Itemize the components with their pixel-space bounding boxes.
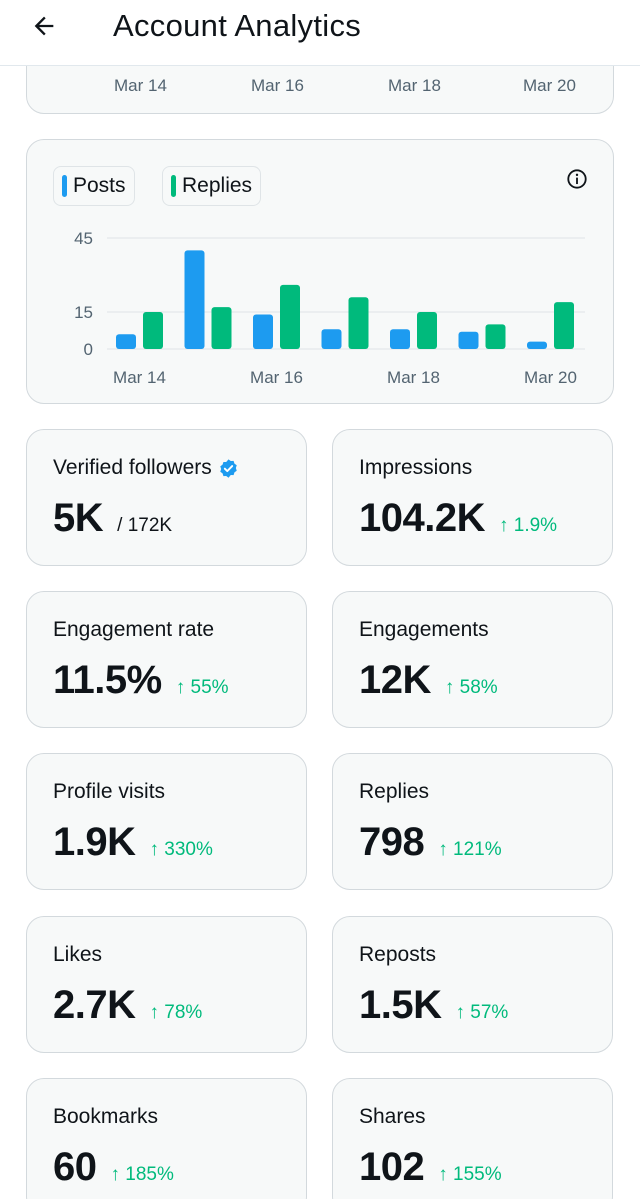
metric-change: ↑ 58%: [444, 677, 498, 698]
metric-title: Verified followers: [53, 456, 239, 480]
metric-card[interactable]: Likes 2.7K ↑ 78%: [26, 916, 307, 1053]
metric-title: Likes: [53, 943, 102, 967]
metric-value-row: 104.2K ↑ 1.9%: [359, 496, 557, 541]
info-icon[interactable]: [566, 168, 588, 190]
metric-title: Replies: [359, 780, 429, 804]
metric-value-row: 1.5K ↑ 57%: [359, 983, 508, 1028]
metric-title: Reposts: [359, 943, 436, 967]
metric-value-row: 12K ↑ 58%: [359, 658, 498, 703]
x-axis-tick-label: Mar 20: [523, 76, 576, 95]
metric-title-text: Bookmarks: [53, 1105, 159, 1128]
x-axis-tick-label: Mar 14: [113, 368, 166, 387]
metric-title: Shares: [359, 1105, 426, 1129]
metric-value: 1.9K: [53, 820, 136, 864]
metric-card[interactable]: Engagements 12K ↑ 58%: [332, 591, 613, 728]
replies-bar[interactable]: [417, 312, 437, 349]
metric-value: 11.5%: [53, 658, 162, 702]
posts-bar[interactable]: [184, 250, 205, 349]
metric-title-text: Replies: [359, 780, 430, 803]
metric-card[interactable]: Verified followers 5K / 172K: [26, 429, 307, 566]
legend-label: Replies: [182, 174, 253, 197]
metric-change: ↑ 78%: [149, 1002, 203, 1023]
replies-bar[interactable]: [348, 297, 369, 349]
legend-replies-toggle[interactable]: Replies: [162, 166, 262, 206]
metric-value-row: 60 ↑ 185%: [53, 1145, 174, 1190]
metric-card[interactable]: Profile visits 1.9K ↑ 330%: [26, 753, 307, 890]
replies-bar[interactable]: [211, 307, 232, 349]
metric-value: 102: [359, 1145, 425, 1189]
x-axis-tick-label: Mar 14: [114, 76, 167, 95]
metric-total: / 172K: [117, 515, 173, 536]
metric-card[interactable]: Reposts 1.5K ↑ 57%: [332, 916, 613, 1053]
metric-change: ↑ 155%: [438, 1164, 502, 1185]
x-axis-tick-label: Mar 16: [250, 368, 303, 387]
metric-title-text: Shares: [359, 1105, 426, 1128]
metric-title-text: Verified followers: [53, 456, 212, 479]
metric-title: Profile visits: [53, 780, 165, 804]
replies-bar[interactable]: [554, 302, 574, 349]
metric-change: ↑ 330%: [149, 839, 213, 860]
metric-value: 1.5K: [359, 983, 442, 1027]
metric-title: Engagement rate: [53, 618, 214, 642]
metric-value-row: 102 ↑ 155%: [359, 1145, 502, 1190]
legend-posts-toggle[interactable]: Posts: [53, 166, 135, 206]
arrow-left-icon: [34, 16, 54, 36]
verified-badge-icon: [220, 458, 237, 478]
page-title: Account Analytics: [113, 8, 362, 43]
posts-bar[interactable]: [321, 329, 342, 349]
metric-change: ↑ 55%: [175, 677, 229, 698]
metric-value: 5K: [53, 496, 104, 540]
y-axis-tick-label: 15: [74, 303, 93, 322]
metric-card[interactable]: Shares 102 ↑ 155%: [332, 1078, 613, 1199]
metric-title-text: Engagements: [359, 618, 489, 641]
metric-value-row: 1.9K ↑ 330%: [53, 820, 213, 865]
replies-bar[interactable]: [485, 324, 506, 349]
metric-title-text: Reposts: [359, 943, 437, 966]
top-app-bar: Account Analytics: [0, 0, 640, 66]
replies-bar[interactable]: [280, 284, 300, 349]
metric-value: 798: [359, 820, 425, 864]
metric-title-text: Impressions: [359, 456, 473, 479]
posts-bar[interactable]: [116, 334, 136, 349]
metric-change: ↑ 57%: [455, 1002, 509, 1023]
metric-value: 2.7K: [53, 983, 136, 1027]
posts-bar[interactable]: [253, 314, 273, 349]
y-axis-tick-label: 45: [74, 229, 93, 248]
metric-value-row: 798 ↑ 121%: [359, 820, 502, 865]
x-axis-tick-label: Mar 18: [388, 76, 441, 95]
legend-label: Posts: [73, 174, 126, 197]
metric-value-row: 2.7K ↑ 78%: [53, 983, 202, 1028]
posts-bar[interactable]: [390, 329, 410, 349]
x-axis-tick-label: Mar 20: [524, 368, 577, 387]
metric-title: Engagements: [359, 618, 489, 642]
metric-title-text: Profile visits: [53, 780, 166, 803]
metric-title-text: Likes: [53, 943, 103, 966]
bar-chart: 0 15 45 Mar 14 Mar 16 Mar 18 Mar 20: [74, 229, 585, 387]
metric-change: ↑ 185%: [110, 1164, 174, 1185]
metric-title: Impressions: [359, 456, 472, 480]
posts-replies-chart-card: Posts Replies 0 15 45 Mar 14 Mar 16 Mar 18 Mar…: [26, 139, 614, 404]
x-axis-tick-label: Mar 16: [251, 76, 304, 95]
metric-card[interactable]: Impressions 104.2K ↑ 1.9%: [332, 429, 613, 566]
posts-bar[interactable]: [458, 331, 479, 349]
metric-change: ↑ 1.9%: [498, 515, 558, 536]
metric-change: ↑ 121%: [438, 839, 502, 860]
metric-card[interactable]: Engagement rate 11.5% ↑ 55%: [26, 591, 307, 728]
x-axis-tick-label: Mar 18: [387, 368, 440, 387]
metric-card[interactable]: Bookmarks 60 ↑ 185%: [26, 1078, 307, 1199]
y-axis-tick-label: 0: [84, 340, 93, 359]
metric-value-row: 5K / 172K: [53, 496, 172, 541]
metric-value-row: 11.5% ↑ 55%: [53, 658, 229, 703]
metric-title-text: Engagement rate: [53, 618, 215, 641]
back-button[interactable]: [22, 6, 66, 46]
replies-swatch: [171, 175, 176, 197]
metric-title: Bookmarks: [53, 1105, 158, 1129]
replies-bar[interactable]: [143, 312, 163, 349]
posts-bar[interactable]: [527, 341, 547, 349]
posts-swatch: [62, 175, 67, 197]
metric-value: 60: [53, 1145, 97, 1189]
metric-value: 12K: [359, 658, 431, 702]
metric-value: 104.2K: [359, 496, 485, 540]
metric-card[interactable]: Replies 798 ↑ 121%: [332, 753, 613, 890]
